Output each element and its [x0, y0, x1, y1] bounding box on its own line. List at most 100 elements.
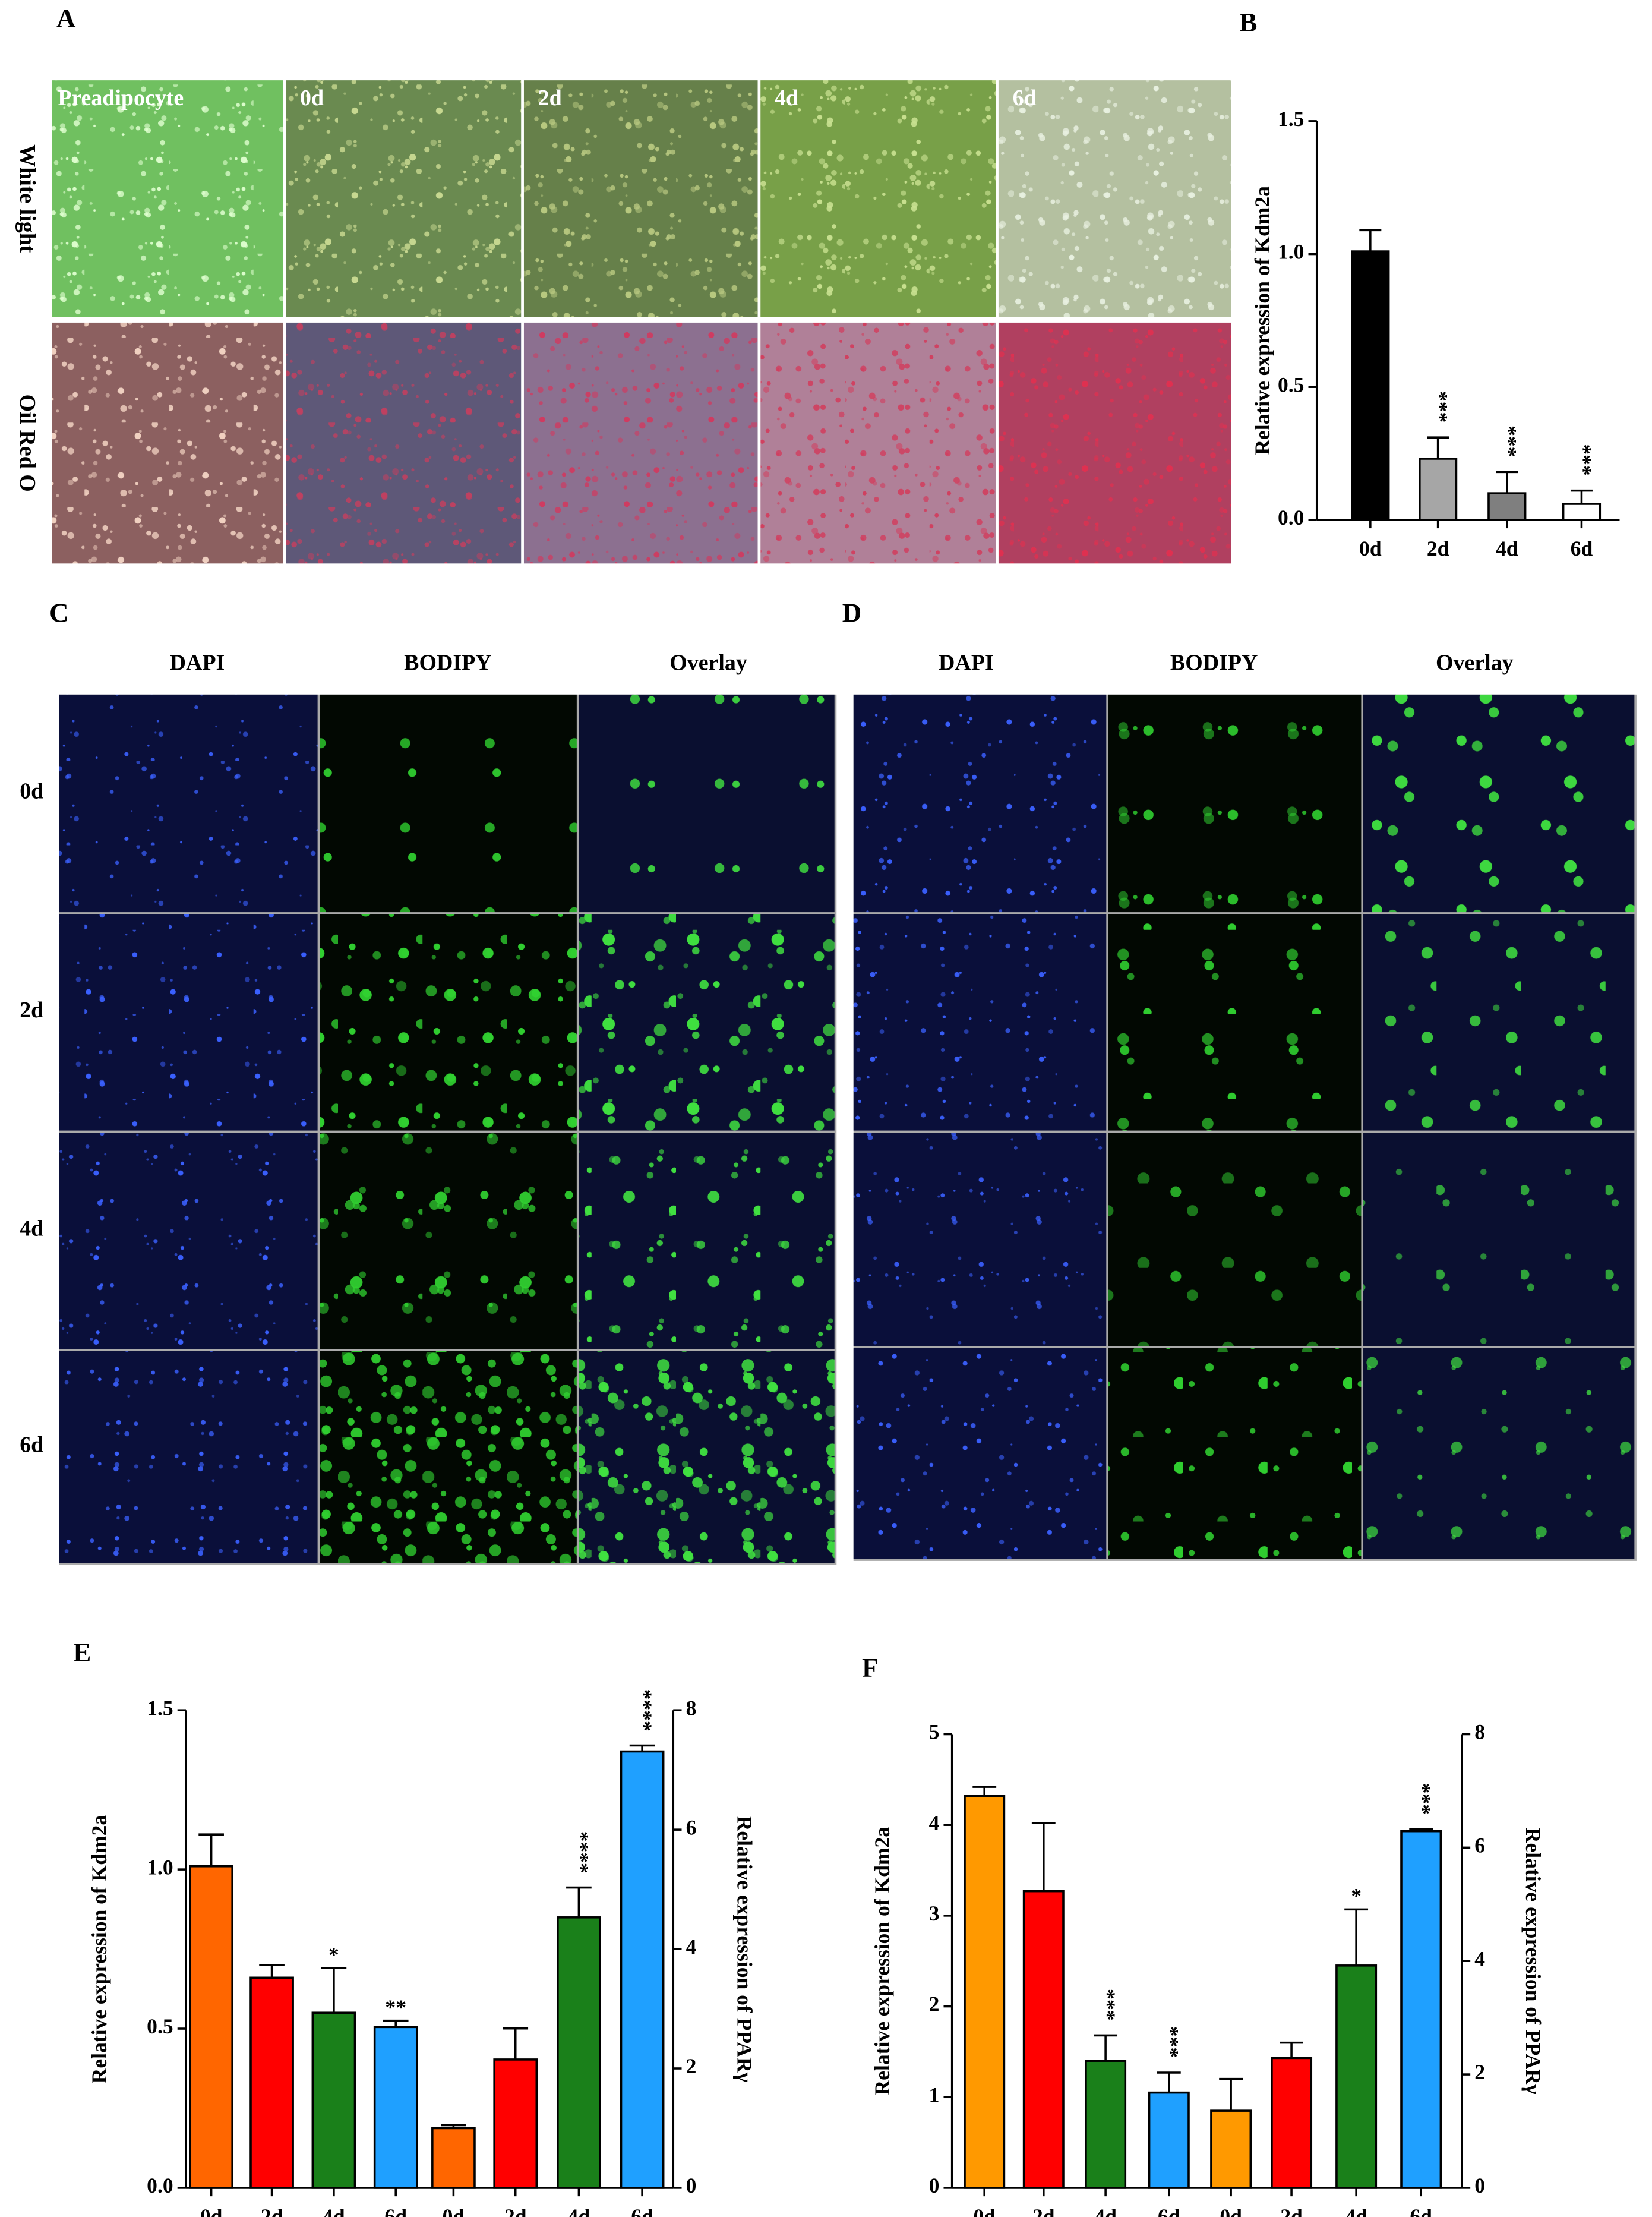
- micrograph: [1363, 1348, 1635, 1559]
- significance: ***: [1160, 2026, 1183, 2058]
- micrograph: [1363, 1133, 1635, 1346]
- y-tick-label: 0.5: [1278, 373, 1304, 396]
- y-tick-label: 1.5: [1278, 107, 1304, 131]
- y2-tick-label: 2: [1474, 2060, 1485, 2084]
- x-tick-label: 0d: [1359, 537, 1382, 560]
- panel-label: E: [73, 1638, 91, 1667]
- significance: *: [1351, 1884, 1362, 1908]
- bar: [373, 2026, 418, 2189]
- y2-tick-label: 8: [1474, 1720, 1485, 1744]
- bar: [431, 2127, 476, 2189]
- y-tick-label: 0.0: [1278, 506, 1304, 529]
- bar: [1022, 1890, 1065, 2189]
- y-tick-label: 2: [929, 1992, 940, 2016]
- x-tick-label: 4d: [568, 2205, 590, 2217]
- micrograph: [52, 322, 283, 564]
- y-tick-label: 1.5: [147, 1696, 173, 1720]
- bar: [189, 1865, 233, 2189]
- micrograph: [998, 80, 1231, 317]
- micrograph: [1108, 694, 1362, 913]
- micrograph: [853, 694, 1107, 913]
- x-tick-label: 2d: [504, 2205, 527, 2217]
- x-tick-label: 2d: [261, 2205, 283, 2217]
- y-tick-label: 4: [929, 1811, 940, 1834]
- bar: [557, 1916, 601, 2189]
- y-axis-label: Relative expression of Kdm2a: [87, 1815, 111, 2084]
- x-tick-label: 4d: [323, 2205, 345, 2217]
- micrograph: [579, 914, 835, 1131]
- column-label: 2d: [538, 86, 562, 111]
- significance: ***: [1572, 444, 1596, 475]
- significance: ***: [1411, 1783, 1435, 1815]
- micrograph: [1108, 1133, 1362, 1346]
- micrograph: [523, 80, 758, 317]
- y-tick-label: 1.0: [1278, 240, 1304, 264]
- y2-tick-label: 2: [686, 2054, 697, 2078]
- bar: [1487, 492, 1527, 521]
- significance: ***: [1498, 425, 1521, 457]
- y-tick-label: 3: [929, 1901, 940, 1925]
- y-tick-label: 1: [929, 2083, 940, 2106]
- micrograph: [1108, 914, 1362, 1131]
- panel-label: C: [49, 598, 69, 627]
- x-tick-label: 0d: [973, 2205, 996, 2217]
- micrograph: [579, 694, 835, 913]
- y-tick-label: 0.0: [147, 2174, 173, 2197]
- significance: *: [328, 1942, 339, 1966]
- significance: ****: [633, 1689, 656, 1732]
- y2-axis-label: Relative expression of PPARγ: [732, 1816, 756, 2083]
- panel-label: D: [842, 598, 862, 627]
- y-axis-label: Relative expression of Kdm2a: [1250, 186, 1274, 455]
- bar: [1351, 250, 1390, 521]
- x-tick-label: 6d: [631, 2205, 653, 2217]
- significance: ***: [1428, 391, 1452, 422]
- y2-tick-label: 6: [686, 1815, 697, 1839]
- bar: [1419, 458, 1458, 521]
- bar: [249, 1976, 294, 2189]
- micrograph: [320, 1133, 577, 1349]
- x-tick-label: 0d: [443, 2205, 465, 2217]
- y-tick-label: 1.0: [147, 1855, 173, 1879]
- x-tick-label: 6d: [1410, 2205, 1432, 2217]
- micrograph: [1108, 1348, 1362, 1559]
- row-label: 2d: [20, 998, 43, 1023]
- y2-tick-label: 6: [1474, 1834, 1485, 1858]
- column-label: 4d: [775, 86, 798, 111]
- x-tick-label: 6d: [384, 2205, 407, 2217]
- y2-tick-label: 8: [686, 1696, 697, 1720]
- x-tick-label: 2d: [1032, 2205, 1055, 2217]
- micrograph: [1363, 694, 1635, 913]
- micrograph: [853, 1348, 1107, 1559]
- column-label: Overlay: [669, 651, 747, 676]
- x-tick-label: 6d: [1571, 537, 1593, 560]
- micrograph: [853, 914, 1107, 1131]
- column-label: 0d: [300, 86, 324, 111]
- row-label: 4d: [20, 1216, 43, 1241]
- bar: [493, 2058, 538, 2189]
- bar: [1400, 1830, 1442, 2189]
- y2-tick-label: 0: [1474, 2174, 1485, 2197]
- x-tick-label: 2d: [1427, 537, 1449, 560]
- micrograph: [286, 322, 522, 564]
- micrograph: [320, 694, 577, 913]
- micrograph: [523, 322, 758, 564]
- x-tick-label: 4d: [1496, 537, 1518, 560]
- column-label: Overlay: [1436, 651, 1514, 676]
- micrograph: [998, 322, 1231, 564]
- column-label: BODIPY: [404, 651, 491, 676]
- x-tick-label: 4d: [1094, 2205, 1117, 2217]
- row-label: White light: [15, 144, 40, 253]
- y2-tick-label: 0: [686, 2174, 697, 2197]
- y2-tick-label: 4: [1474, 1947, 1485, 1970]
- micrograph: [320, 914, 577, 1131]
- x-tick-label: 2d: [1280, 2205, 1303, 2217]
- panel-label: F: [862, 1653, 879, 1683]
- bar: [1210, 2109, 1252, 2189]
- micrograph: [59, 694, 318, 913]
- micrograph: [579, 1133, 835, 1349]
- y-tick-label: 0.5: [147, 2014, 173, 2038]
- x-tick-label: 4d: [1345, 2205, 1367, 2217]
- row-label: 0d: [20, 778, 43, 803]
